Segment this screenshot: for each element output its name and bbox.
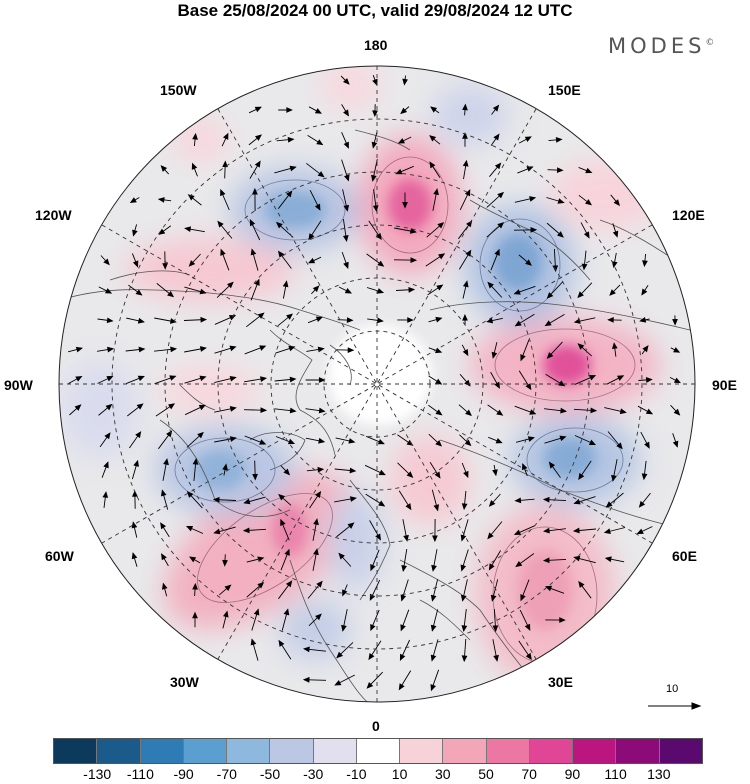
colorbar-label: -110 xyxy=(127,766,154,782)
colorbar-label: -10 xyxy=(346,766,366,782)
colorbar-label: -130 xyxy=(83,766,111,782)
colorbar-label: 110 xyxy=(604,766,626,782)
colorbar-label: 70 xyxy=(521,766,537,782)
colorbar-label: 50 xyxy=(478,766,494,782)
longitude-label-30e: 30E xyxy=(548,674,573,690)
map-title: Base 25/08/2024 00 UTC, valid 29/08/2024… xyxy=(0,0,750,22)
longitude-label-120e: 120E xyxy=(672,207,705,223)
colorbar-frame xyxy=(53,738,703,764)
colorbar-label: -90 xyxy=(173,766,193,782)
longitude-label-120w: 120W xyxy=(35,207,72,223)
longitude-label-180: 180 xyxy=(364,37,387,53)
longitude-label-90w: 90W xyxy=(4,377,33,393)
longitude-label-0: 0 xyxy=(372,718,380,734)
vector-scale-arrow xyxy=(648,703,700,709)
longitude-label-150e: 150E xyxy=(548,82,581,98)
colorbar-label: 10 xyxy=(392,766,408,782)
longitude-label-90e: 90E xyxy=(712,377,737,393)
colorbar-label: -50 xyxy=(260,766,280,782)
colorbar-label: 130 xyxy=(647,766,670,782)
colorbar-label: -30 xyxy=(303,766,323,782)
colorbar-labels: -130 -110 -90 -70 -50 -30 -10 10 30 50 70 90 110 130 xyxy=(0,766,750,784)
colorbar-label: 30 xyxy=(435,766,451,782)
colorbar-label: 90 xyxy=(565,766,581,782)
colorbar-label: -70 xyxy=(217,766,237,782)
longitude-label-60w: 60W xyxy=(45,548,74,564)
longitude-label-30w: 30W xyxy=(170,674,199,690)
longitude-label-60e: 60E xyxy=(672,548,697,564)
brand-logo: MODES© xyxy=(608,34,714,58)
vector-scale-label: 10 xyxy=(666,683,678,695)
longitude-label-150w: 150W xyxy=(160,82,197,98)
